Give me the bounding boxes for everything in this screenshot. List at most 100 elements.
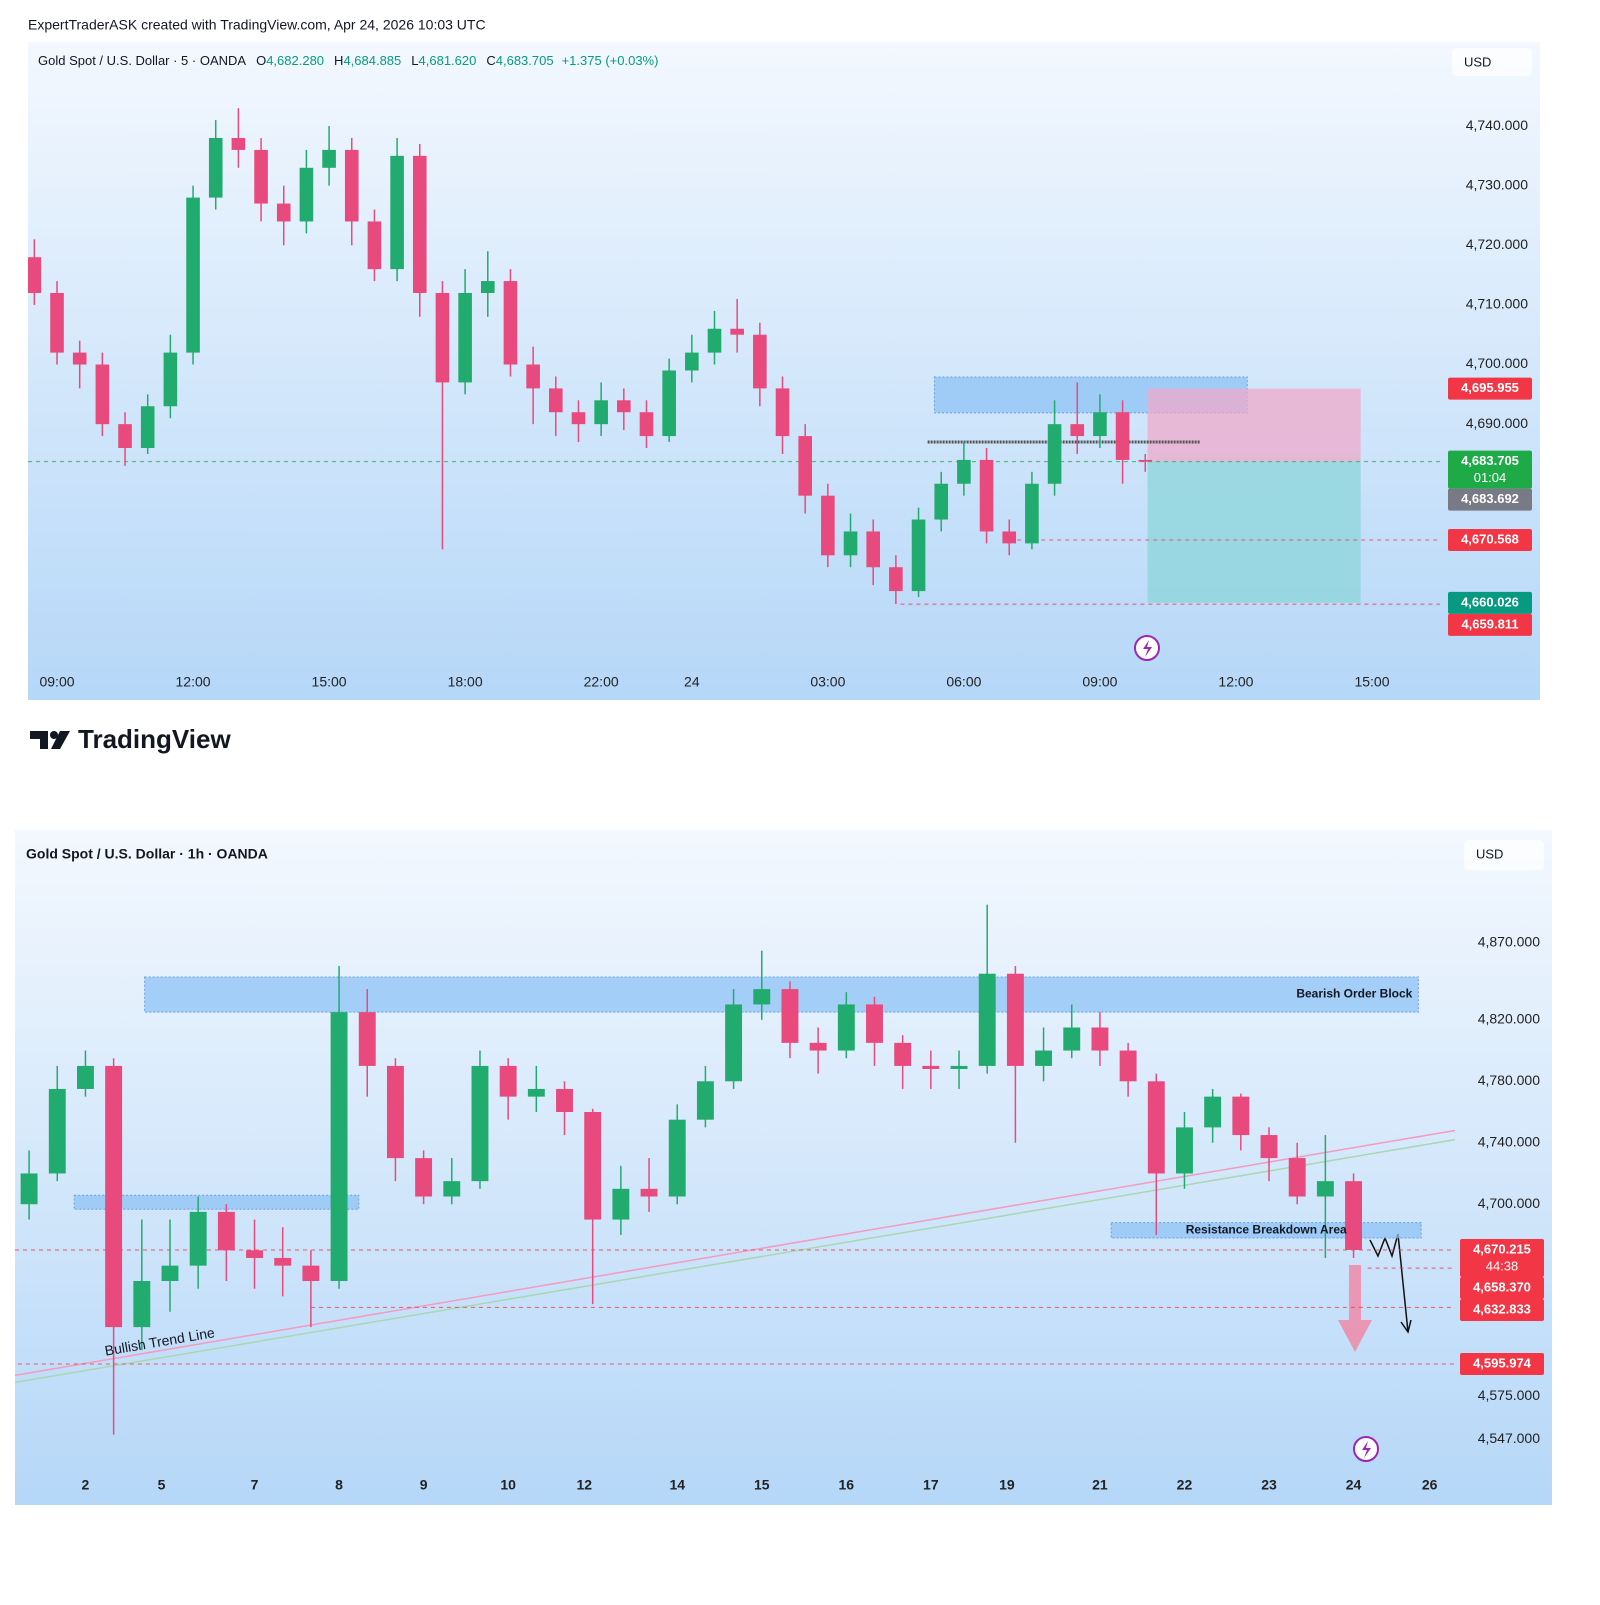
zone-label: Resistance Breakdown Area	[1186, 1222, 1347, 1236]
candle-body	[1002, 531, 1017, 544]
candle-body	[527, 1088, 545, 1097]
candle-body	[1070, 424, 1085, 437]
candle-body	[753, 334, 767, 389]
candle-body	[1260, 1135, 1278, 1159]
candle-body	[556, 1088, 573, 1113]
candle-body	[594, 400, 608, 425]
price-tag	[1460, 1276, 1544, 1299]
y-tick-label: 4,780.000	[1478, 1072, 1540, 1088]
candle-body	[471, 1065, 489, 1182]
x-tick-label: 9	[420, 1477, 428, 1493]
alert-icon[interactable]	[1134, 635, 1160, 661]
currency-box[interactable]	[1464, 840, 1544, 870]
candle-body	[133, 1281, 151, 1328]
candle-body	[161, 1265, 179, 1282]
logo: TradingView	[30, 724, 231, 754]
candle-body	[866, 531, 881, 568]
candle-body	[48, 1088, 66, 1174]
down-arrow	[1338, 1265, 1372, 1352]
candle-body	[186, 197, 200, 353]
price-tag-label: 4,683.705	[1461, 453, 1519, 468]
candle-body	[922, 1065, 940, 1069]
price-tag	[1460, 1353, 1544, 1376]
x-tick-label: 03:00	[810, 674, 845, 690]
trend-line	[15, 1138, 1455, 1384]
candle-body	[1345, 1181, 1363, 1250]
credit: ExpertTraderASK created with TradingView…	[28, 17, 486, 33]
candle-body	[1204, 1096, 1222, 1128]
candle-body	[639, 412, 654, 437]
candle-body	[254, 149, 268, 204]
currency-box[interactable]	[1452, 48, 1532, 76]
candle-body	[1147, 1081, 1165, 1174]
candle-body	[696, 1081, 714, 1120]
candle-body	[458, 292, 472, 383]
price-tag	[1448, 528, 1532, 551]
x-tick-label: 7	[251, 1477, 259, 1493]
candle-body	[28, 257, 42, 293]
candle-body	[415, 1158, 433, 1197]
chart-legend: Gold Spot / U.S. Dollar · 5 · OANDA O4,68…	[38, 53, 658, 68]
chart: Bearish Order Block Resistance Breakdown …	[15, 904, 1544, 1493]
candle-body	[894, 1042, 912, 1066]
candle-body	[821, 495, 835, 556]
candle-body	[957, 459, 971, 484]
target-zone	[1147, 461, 1361, 603]
y-tick-label: 4,730.000	[1466, 176, 1528, 192]
x-tick-label: 8	[335, 1477, 343, 1493]
candle-body	[548, 388, 563, 413]
alert-icon[interactable]	[1353, 1436, 1379, 1462]
candle-body	[978, 973, 996, 1066]
candle-body	[118, 424, 132, 448]
x-tick-label: 09:00	[39, 674, 74, 690]
candle-body	[1138, 459, 1153, 462]
y-tick-label: 4,700.000	[1478, 1195, 1540, 1211]
candle-body	[386, 1065, 404, 1159]
price-tag-countdown: 44:38	[1486, 1258, 1519, 1273]
candle-body	[105, 1065, 123, 1328]
candle-body	[274, 1257, 292, 1266]
candle-body	[189, 1211, 207, 1266]
candle-body	[1093, 412, 1107, 437]
candle-body	[571, 412, 586, 425]
x-tick-label: 18:00	[448, 674, 483, 690]
x-tick-label: 12:00	[1218, 674, 1253, 690]
y-tick-label: 4,690.000	[1466, 415, 1528, 431]
candle-body	[1176, 1127, 1193, 1174]
candle-body	[72, 352, 87, 365]
currency: USD	[1464, 54, 1491, 69]
candle-body	[95, 364, 110, 425]
x-tick-label: 15:00	[1354, 674, 1389, 690]
candle-body	[837, 1004, 855, 1051]
candle-body	[934, 483, 949, 520]
price-tag-label: 4,683.692	[1461, 491, 1519, 506]
ohlc-value: 4,683.705	[496, 53, 554, 68]
candle-body	[1091, 1027, 1109, 1051]
price-tag-label: 4,659.811	[1461, 616, 1518, 631]
candle-body	[1006, 973, 1024, 1066]
candle-body	[730, 328, 744, 335]
candle-body	[843, 531, 858, 556]
candle-body	[668, 1119, 686, 1197]
candle-body	[246, 1250, 263, 1258]
candle-body	[612, 1188, 630, 1220]
x-tick-label: 06:00	[946, 674, 981, 690]
logo-mark	[30, 731, 48, 749]
price-tag	[1448, 488, 1532, 511]
logo-mark	[51, 731, 70, 749]
ohlc-value: 4,681.620	[419, 53, 477, 68]
candle-body	[412, 155, 427, 293]
candle-body	[1025, 483, 1039, 544]
candle-body	[707, 328, 722, 353]
candle-body	[390, 155, 404, 270]
candle-body	[1115, 412, 1130, 460]
arrow-head	[1400, 1319, 1412, 1334]
candle-body	[163, 352, 178, 407]
plot-area	[28, 108, 1440, 605]
candle-body	[584, 1112, 602, 1220]
price-tag	[1448, 450, 1532, 489]
ohlc-key: O	[256, 53, 266, 68]
price-tag-label: 4,695.955	[1461, 380, 1519, 395]
logo-text: TradingView	[78, 724, 231, 754]
